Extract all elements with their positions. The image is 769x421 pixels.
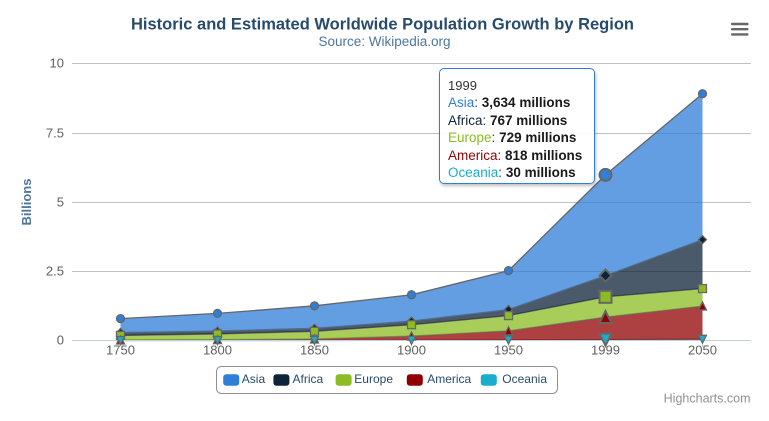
svg-text:Historic and Estimated Worldwi: Historic and Estimated Worldwide Populat… [131, 16, 634, 34]
svg-text:7.5: 7.5 [46, 125, 64, 140]
svg-text:Highcharts.com: Highcharts.com [664, 392, 751, 406]
svg-text:2.5: 2.5 [46, 263, 64, 278]
svg-text:Asia: Asia [242, 372, 266, 386]
svg-text:Oceania: Oceania [502, 372, 547, 386]
svg-text:1800: 1800 [203, 343, 232, 358]
svg-text:1900: 1900 [397, 343, 426, 358]
svg-text:Europe: Europe [354, 372, 393, 386]
svg-text:America: America [427, 372, 471, 386]
svg-text:0: 0 [57, 332, 64, 347]
svg-text:1750: 1750 [106, 343, 135, 358]
svg-text:1950: 1950 [494, 343, 523, 358]
svg-text:10: 10 [50, 55, 64, 70]
svg-text:Source: Wikipedia.org: Source: Wikipedia.org [318, 34, 450, 49]
svg-text:Billions: Billions [19, 179, 34, 226]
svg-text:Africa: Africa [293, 372, 324, 386]
svg-text:1850: 1850 [300, 343, 329, 358]
svg-text:5: 5 [57, 194, 64, 209]
svg-text:1999: 1999 [591, 343, 620, 358]
svg-text:2050: 2050 [688, 343, 717, 358]
